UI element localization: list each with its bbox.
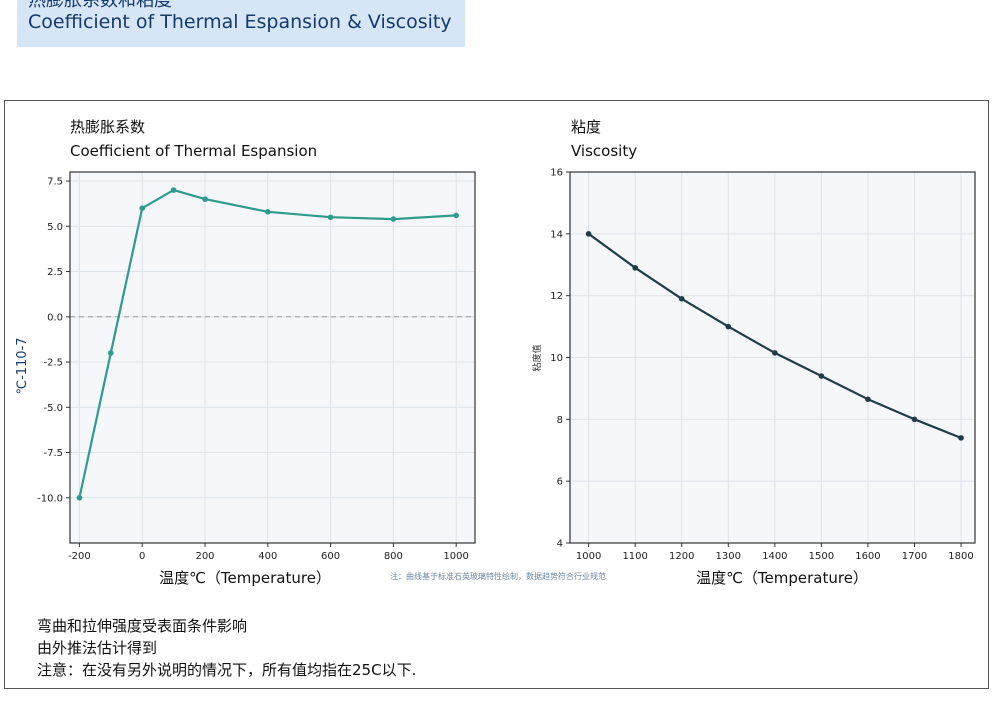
viscosity-ytick-label: 4 bbox=[557, 539, 563, 550]
cte-data-point bbox=[76, 494, 83, 501]
cte-ytick-label: -10.0 bbox=[37, 493, 63, 504]
cte-ytick-label: -5.0 bbox=[43, 403, 63, 414]
viscosity-title: 粘度 bbox=[571, 118, 601, 136]
viscosity-ytick-label: 8 bbox=[557, 415, 563, 426]
viscosity-xtick-label: 1400 bbox=[762, 551, 787, 562]
cte-data-point bbox=[139, 205, 146, 211]
cte-data-point bbox=[108, 350, 114, 356]
banner-title-en: Coefficient of Thermal Espansion & Visco… bbox=[28, 11, 452, 33]
cte-ytick-label: 0.0 bbox=[47, 312, 63, 323]
viscosity-xtick-label: 1800 bbox=[948, 551, 973, 562]
viscosity-xtick-label: 1600 bbox=[855, 551, 880, 562]
cte-xtick-label: -200 bbox=[68, 551, 91, 562]
viscosity-xtick-label: 1300 bbox=[716, 551, 741, 562]
viscosity-chart: 1000 1100 1200 1300 1400 1500 1600 1700 1800 16 14… bbox=[550, 168, 976, 562]
cte-subtitle: Coefficient of Thermal Espansion bbox=[70, 142, 317, 160]
viscosity-xtick-label: 1700 bbox=[902, 551, 927, 562]
viscosity-data-point bbox=[865, 396, 871, 403]
cte-data-point bbox=[327, 214, 334, 221]
viscosity-ytick-label: 16 bbox=[550, 168, 563, 179]
note-line: 由外推法估计得到 bbox=[37, 639, 158, 657]
note-line: 注意：在没有另外说明的情况下，所有值均指在25C以下. bbox=[37, 661, 417, 679]
cte-xtick-label: 1000 bbox=[443, 551, 468, 562]
viscosity-ytick-label: 14 bbox=[550, 229, 563, 240]
viscosity-data-point bbox=[818, 373, 825, 379]
cte-data-point bbox=[453, 212, 459, 219]
cte-data-point bbox=[202, 196, 208, 202]
cte-xtick-label: 600 bbox=[321, 551, 340, 562]
viscosity-data-point bbox=[958, 435, 964, 441]
note-line: 弯曲和拉伸强度受表面条件影响 bbox=[37, 617, 248, 635]
viscosity-subtitle: Viscosity bbox=[571, 142, 637, 160]
chart-frame bbox=[4, 100, 989, 689]
viscosity-xtick-label: 1100 bbox=[622, 551, 647, 562]
cte-ytick-label: -7.5 bbox=[43, 448, 63, 459]
cte-ytick-label: 2.5 bbox=[47, 267, 63, 278]
viscosity-xtick-label: 1500 bbox=[809, 551, 834, 562]
viscosity-data-point bbox=[585, 231, 592, 237]
cte-data-point bbox=[390, 216, 397, 222]
cte-ytick-label: 5.0 bbox=[47, 222, 63, 233]
cte-xtick-label: 0 bbox=[139, 551, 145, 562]
cte-xlabel: 温度℃（Temperature） bbox=[159, 569, 331, 587]
cte-chart: -200 0 200 400 600 800 1000 7.5 5.0 2.5 0.0 -2.5 -5.… bbox=[37, 171, 476, 562]
cte-ylabel: ℃-110-7 bbox=[15, 337, 30, 394]
cte-xtick-label: 200 bbox=[195, 551, 214, 562]
cte-xtick-label: 800 bbox=[384, 551, 403, 562]
viscosity-data-point bbox=[632, 265, 638, 271]
banner-title-cn: 热膨胀系数和粘度 bbox=[28, 0, 172, 11]
cte-ytick-label: -2.5 bbox=[43, 358, 63, 369]
cte-xtick-label: 400 bbox=[258, 551, 277, 562]
viscosity-ytick-label: 12 bbox=[550, 291, 563, 302]
viscosity-data-point bbox=[772, 350, 778, 356]
cte-plot-area bbox=[70, 172, 475, 543]
viscosity-xtick-label: 1000 bbox=[576, 551, 601, 562]
viscosity-ytick-label: 10 bbox=[550, 353, 563, 364]
viscosity-data-point bbox=[678, 295, 685, 302]
viscosity-xlabel: 温度℃（Temperature） bbox=[696, 569, 868, 587]
title-banner: 热膨胀系数和粘度 Coefficient of Thermal Espansio… bbox=[17, 0, 465, 47]
viscosity-xtick-label: 1200 bbox=[669, 551, 694, 562]
cte-title: 热膨胀系数 bbox=[70, 118, 145, 136]
notes-block: 弯曲和拉伸强度受表面条件影响 由外推法估计得到 注意：在没有另外说明的情况下，所… bbox=[37, 615, 416, 681]
chart-footnote: 注：曲线基于标准石英玻璃特性绘制，数据趋势符合行业规范 bbox=[390, 571, 606, 581]
cte-ytick-label: 7.5 bbox=[47, 177, 63, 188]
viscosity-plot-border bbox=[569, 171, 976, 544]
viscosity-data-point bbox=[725, 323, 732, 330]
cte-data-point bbox=[170, 187, 177, 193]
cte-data-point bbox=[264, 209, 271, 215]
cte-plot-border bbox=[69, 171, 476, 544]
viscosity-ytick-label: 6 bbox=[557, 477, 563, 488]
viscosity-ylabel: 粘度值 bbox=[531, 344, 543, 371]
viscosity-data-point bbox=[911, 416, 918, 423]
